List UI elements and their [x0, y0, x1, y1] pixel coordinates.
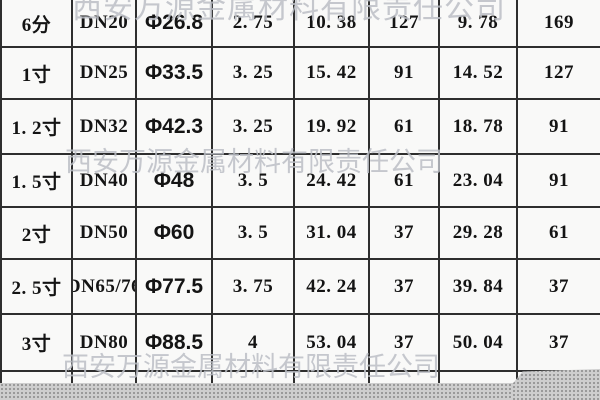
- table-cell: 37: [370, 208, 440, 260]
- table-cell: 15. 42: [295, 48, 370, 100]
- halftone-strip: [0, 383, 600, 400]
- table-cell: 91: [518, 100, 600, 155]
- table-cell: 42. 24: [295, 260, 370, 315]
- table-cell: 91: [370, 48, 440, 100]
- table-cell: 3. 25: [213, 48, 295, 100]
- table-cell: 1. 5寸: [0, 155, 73, 208]
- table-cell: Φ48: [137, 155, 213, 208]
- table-cell: 3. 25: [213, 100, 295, 155]
- table-cell: DN65/76: [73, 260, 137, 315]
- table-cell: 2. 5寸: [0, 260, 73, 315]
- table-cell: 3. 5: [213, 208, 295, 260]
- table-cell: 14. 52: [440, 48, 518, 100]
- table-cell: 6分: [0, 0, 73, 48]
- table-cell: Φ33.5: [137, 48, 213, 100]
- table-cell: 18. 78: [440, 100, 518, 155]
- table-cell: 127: [518, 48, 600, 100]
- table-cell: Φ88.5: [137, 315, 213, 372]
- table-cell: DN40: [73, 155, 137, 208]
- table-cell: 50. 04: [440, 315, 518, 372]
- table-cell: Φ26.8: [137, 0, 213, 48]
- table-cell: DN50: [73, 208, 137, 260]
- table-cell: 1寸: [0, 48, 73, 100]
- table-cell: 3. 75: [213, 260, 295, 315]
- table-cell: 61: [518, 208, 600, 260]
- table-cell: DN32: [73, 100, 137, 155]
- table-cell: Φ60: [137, 208, 213, 260]
- halftone-corner-patch: [512, 369, 600, 400]
- table-cell: DN20: [73, 0, 137, 48]
- table-cell: 37: [518, 315, 600, 372]
- table-cell: 24. 42: [295, 155, 370, 208]
- table-cell: 19. 92: [295, 100, 370, 155]
- table-cell: 31. 04: [295, 208, 370, 260]
- table-cell: 1. 2寸: [0, 100, 73, 155]
- table-cell: 37: [370, 315, 440, 372]
- table-cell: Φ77.5: [137, 260, 213, 315]
- table-cell: 169: [518, 0, 600, 48]
- table-cell: 91: [518, 155, 600, 208]
- table-cell: 3寸: [0, 315, 73, 372]
- table-cell: 23. 04: [440, 155, 518, 208]
- table-cell: DN80: [73, 315, 137, 372]
- table-cell: 3. 5: [213, 155, 295, 208]
- table-cell: 53. 04: [295, 315, 370, 372]
- table-cell: 61: [370, 100, 440, 155]
- table-cell: 37: [370, 260, 440, 315]
- table-cell: DN25: [73, 48, 137, 100]
- table-cell: 61: [370, 155, 440, 208]
- table-cell: 10. 38: [295, 0, 370, 48]
- table-cell: 2. 75: [213, 0, 295, 48]
- table-cell: 9. 78: [440, 0, 518, 48]
- table-cell: 37: [518, 260, 600, 315]
- table-cell: 4: [213, 315, 295, 372]
- table-cell: 29. 28: [440, 208, 518, 260]
- table-cell: 39. 84: [440, 260, 518, 315]
- table-cell: 127: [370, 0, 440, 48]
- table-cell: Φ42.3: [137, 100, 213, 155]
- table-cell: 2寸: [0, 208, 73, 260]
